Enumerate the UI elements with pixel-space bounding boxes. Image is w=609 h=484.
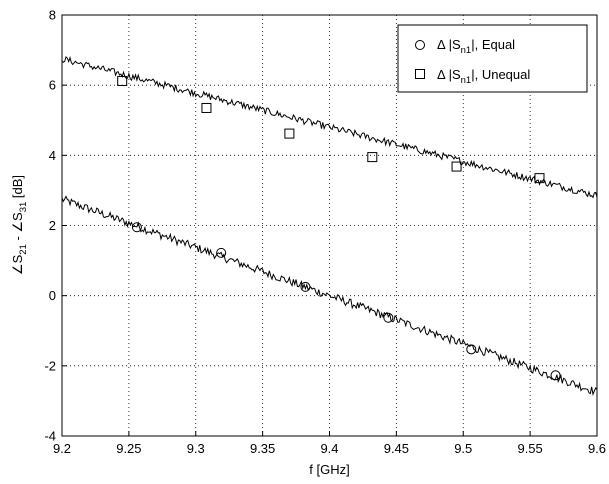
legend-unequal-pre: |S bbox=[445, 67, 461, 82]
y-tick-label: 8 bbox=[49, 8, 56, 23]
legend-unequal-sub: n1 bbox=[461, 75, 472, 86]
legend-equal-sub: n1 bbox=[461, 45, 472, 56]
y-tick-label: 2 bbox=[49, 218, 56, 233]
data-point-unequal bbox=[201, 102, 212, 113]
measured-line-1 bbox=[61, 195, 598, 396]
data-point-equal bbox=[216, 247, 227, 258]
x-tick-label: 9.4 bbox=[320, 441, 338, 456]
legend-entry-equal: Δ |Sn1|, Equal bbox=[437, 37, 515, 56]
data-point-equal bbox=[550, 370, 561, 381]
data-point-unequal bbox=[534, 173, 545, 184]
legend-equal-pre: |S bbox=[445, 37, 461, 52]
legend-marker-circle bbox=[415, 40, 425, 50]
data-point-unequal bbox=[284, 128, 295, 139]
y-tick-label: 0 bbox=[49, 288, 56, 303]
x-tick-labels: 9.2 9.25 9.3 9.35 9.4 9.45 9.5 9.55 9.6 bbox=[53, 431, 606, 456]
legend-entry-unequal: Δ |Sn1|, Unequal bbox=[437, 67, 530, 86]
legend-unequal-post: |, Unequal bbox=[471, 67, 530, 82]
x-tick-label: 9.5 bbox=[454, 441, 472, 456]
x-tick-label: 9.3 bbox=[187, 441, 205, 456]
y-tick-label: -2 bbox=[44, 358, 56, 373]
y-axis-label-sub1: 21 bbox=[18, 244, 29, 255]
y-tick-label: -4 bbox=[44, 429, 56, 444]
legend-marker-square bbox=[415, 69, 425, 79]
legend-box bbox=[397, 24, 588, 93]
y-axis-label-part2: - ∠S bbox=[10, 212, 25, 244]
data-point-equal bbox=[131, 222, 142, 233]
y-axis-label-sub2: 31 bbox=[18, 202, 29, 213]
y-tick-label: 4 bbox=[49, 148, 56, 163]
x-tick-label: 9.45 bbox=[384, 441, 409, 456]
x-tick-label: 9.35 bbox=[250, 441, 275, 456]
x-axis-label: f [GHz] bbox=[309, 462, 349, 477]
legend: Δ |Sn1|, Equal Δ |Sn1|, Unequal bbox=[397, 24, 588, 93]
measured-line-2 bbox=[61, 55, 598, 199]
data-point-unequal bbox=[451, 161, 462, 172]
data-point-equal bbox=[383, 312, 394, 323]
data-point-equal bbox=[466, 344, 477, 355]
y-axis-label: ∠S21 - ∠S31 [dB] bbox=[10, 175, 29, 275]
y-tick-labels: -4 -2 0 2 4 6 8 bbox=[44, 8, 67, 444]
y-tick-label: 6 bbox=[49, 78, 56, 93]
x-tick-label: 9.2 bbox=[53, 441, 71, 456]
series-markers bbox=[117, 75, 561, 381]
y-axis-label-part1: ∠S bbox=[10, 254, 25, 275]
data-point-unequal bbox=[117, 75, 128, 86]
x-tick-label: 9.6 bbox=[588, 441, 606, 456]
legend-unequal-delta: Δ bbox=[437, 67, 446, 82]
series-lines bbox=[61, 55, 598, 396]
legend-equal-post: |, Equal bbox=[471, 37, 515, 52]
x-tick-label: 9.55 bbox=[517, 441, 542, 456]
y-axis-label-unit: [dB] bbox=[10, 175, 25, 202]
data-point-unequal bbox=[367, 152, 378, 163]
legend-equal-delta: Δ bbox=[437, 37, 446, 52]
x-tick-label: 9.25 bbox=[116, 441, 141, 456]
data-point-equal bbox=[300, 281, 311, 292]
